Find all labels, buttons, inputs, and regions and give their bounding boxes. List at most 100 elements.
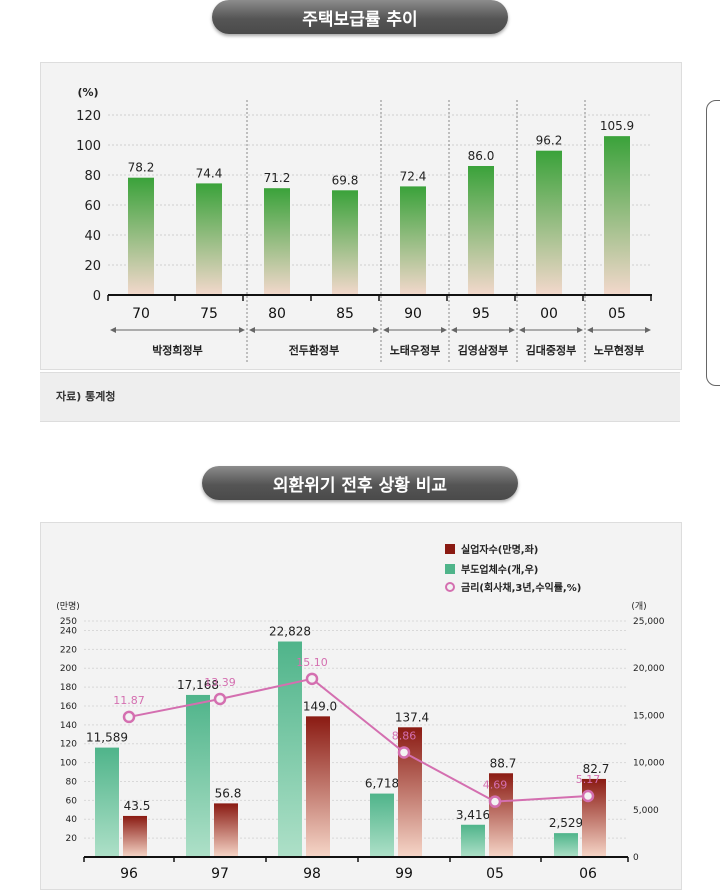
chart2-legend-bankrupt-swatch <box>445 564 455 574</box>
chart1-bar <box>536 150 562 295</box>
chart1-value-label: 105.9 <box>600 119 634 133</box>
chart2-unemployed-label: 56.8 <box>215 786 242 800</box>
chart1-bar <box>604 136 630 295</box>
chart2-rate-label: 13.39 <box>204 676 236 689</box>
chart2-left-tick: 160 <box>60 702 77 712</box>
chart1-bar <box>468 166 494 295</box>
chart1-unit-label: (%) <box>77 86 98 99</box>
chart1-x-tick: 90 <box>404 306 422 322</box>
chart1-y-tick: 20 <box>84 259 101 274</box>
source-note: 자료) 통계청 <box>56 390 116 403</box>
chart1-era-label: 김대중정부 <box>526 343 577 357</box>
chart2-left-tick: 40 <box>66 815 78 825</box>
chart1-bar <box>400 186 426 295</box>
chart2-left-tick: 200 <box>60 664 77 674</box>
chart2-title: 외환위기 전후 상황 비교 <box>202 466 518 500</box>
chart1-era-arrowhead <box>441 327 447 333</box>
chart2-bankrupt-label: 6,718 <box>365 777 399 791</box>
chart2-legend-unemployed-swatch <box>445 544 455 554</box>
chart2-rate-point <box>488 795 502 808</box>
chart2-unemployed-label: 43.5 <box>124 799 151 813</box>
chart2-bankrupt-bar <box>278 641 302 857</box>
chart1-era-arrowhead <box>645 327 651 333</box>
chart1-x-tick: 00 <box>540 306 558 322</box>
chart2-legend-label: 실업자수(만명,좌) <box>461 543 538 556</box>
chart2-rate-point <box>122 710 136 724</box>
chart2-rate-label: 15.10 <box>296 656 328 669</box>
chart2-legend-rate-swatch <box>445 582 455 592</box>
chart1-era-arrowhead <box>451 327 457 333</box>
chart1-era-arrowhead <box>110 327 116 333</box>
chart2-right-tick: 25,000 <box>633 617 665 627</box>
chart2-bankrupt-label: 3,416 <box>456 808 490 822</box>
chart2-right-tick: 5,000 <box>633 806 659 816</box>
chart2-unemployed-label: 137.4 <box>395 710 429 724</box>
chart1-x-tick: 05 <box>608 306 626 322</box>
chart2-left-tick: 20 <box>66 834 78 844</box>
chart1-bar <box>196 183 222 295</box>
chart1-value-label: 72.4 <box>400 169 427 183</box>
chart1-bar <box>332 190 358 295</box>
chart1-era-arrowhead <box>249 327 255 333</box>
chart2-unemployed-label: 82.7 <box>583 762 610 776</box>
chart2-bankrupt-label: 22,828 <box>269 625 311 639</box>
chart1-era-label: 노무현정부 <box>594 343 645 357</box>
chart2-bankrupt-label: 2,529 <box>549 816 583 830</box>
chart2-unemployed-bar <box>489 773 513 857</box>
chart2-right-unit: (개) <box>631 601 646 612</box>
chart2-bankrupt-bar <box>370 793 394 857</box>
chart1-value-label: 74.4 <box>196 166 223 180</box>
chart2-right-tick: 10,000 <box>633 759 665 769</box>
chart2-x-tick: 98 <box>303 866 321 882</box>
chart2-left-tick: 240 <box>60 626 77 636</box>
chart2-left-unit: (만명) <box>56 601 80 612</box>
source-bar: 자료) 통계청 <box>40 372 680 422</box>
chart2-unemployed-bar <box>306 716 330 857</box>
chart2-unemployed-bar <box>123 815 147 857</box>
chart1-value-label: 78.2 <box>128 161 155 175</box>
chart2-rate-label: 5.17 <box>576 773 601 786</box>
chart2-bankrupt-bar <box>461 824 485 857</box>
chart2-right-tick: 0 <box>633 853 639 863</box>
chart2-x-tick: 96 <box>120 866 138 882</box>
chart2-rate-label: 8.86 <box>392 729 417 742</box>
chart2-right-tick: 20,000 <box>633 664 665 674</box>
chart2-bankrupt-label: 11,589 <box>86 731 128 745</box>
chart1-era-label: 전두환정부 <box>289 343 340 357</box>
chart2-rate-label: 4.69 <box>483 779 508 792</box>
chart2-rate-point <box>397 746 411 759</box>
chart2-x-tick: 97 <box>211 866 229 882</box>
chart1-era-arrowhead <box>239 327 245 333</box>
chart1-x-tick: 75 <box>200 306 218 322</box>
chart1-era-arrowhead <box>383 327 389 333</box>
chart2-left-tick: 120 <box>60 740 77 750</box>
chart1-x-tick: 85 <box>336 306 354 322</box>
chart2-left-tick: 100 <box>60 759 77 769</box>
chart2-rate-line <box>128 677 589 803</box>
chart1-era-arrowhead <box>509 327 515 333</box>
chart2-x-tick: 06 <box>579 866 597 882</box>
chart2-bankrupt-bar <box>186 694 210 857</box>
chart2-legend-label: 금리(회사채,3년,수익률,%) <box>461 581 581 594</box>
chart2-left-tick: 80 <box>66 777 78 787</box>
chart2-rate-point <box>213 692 227 706</box>
chart1-x-tick: 70 <box>132 306 150 322</box>
chart1-value-label: 86.0 <box>468 149 495 163</box>
chart2-unemployed-bar <box>214 803 238 857</box>
chart1-era-arrowhead <box>577 327 583 333</box>
chart1-value-label: 96.2 <box>536 134 563 148</box>
chart2-x-tick: 05 <box>486 866 504 882</box>
chart1-era-arrowhead <box>373 327 379 333</box>
chart1-y-tick: 120 <box>76 109 101 124</box>
chart1-y-tick: 80 <box>84 169 101 184</box>
chart1-era-label: 노태우정부 <box>390 343 441 357</box>
chart2-unemployed-label: 88.7 <box>490 756 517 770</box>
chart2-left-tick: 140 <box>60 721 77 731</box>
chart1-value-label: 69.8 <box>332 173 359 187</box>
chart1-x-tick: 80 <box>268 306 286 322</box>
chart2-bankrupt-label: 17,168 <box>177 678 219 692</box>
chart2-bankrupt-bar <box>554 833 578 857</box>
chart1-title: 주택보급률 추이 <box>212 0 508 34</box>
